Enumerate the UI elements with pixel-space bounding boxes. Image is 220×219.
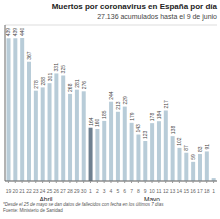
svg-text:17: 17 bbox=[197, 188, 203, 194]
svg-text:439: 439 bbox=[12, 28, 18, 37]
svg-text:29: 29 bbox=[74, 188, 80, 194]
svg-text:59: 59 bbox=[190, 154, 196, 160]
svg-text:83: 83 bbox=[197, 146, 203, 152]
svg-text:301: 301 bbox=[47, 73, 53, 82]
svg-text:281: 281 bbox=[74, 79, 80, 88]
svg-text:184: 184 bbox=[156, 111, 162, 120]
html-text:*Desde el 25 de mayo se dan da: *Desde el 25 de mayo se dan datos de fal… bbox=[3, 202, 164, 207]
svg-text:331: 331 bbox=[53, 63, 59, 72]
svg-text:11: 11 bbox=[156, 188, 161, 194]
svg-text:179: 179 bbox=[129, 112, 135, 121]
svg-text:18: 18 bbox=[204, 188, 210, 194]
svg-text:138: 138 bbox=[170, 126, 176, 135]
svg-text:Abril: Abril bbox=[40, 196, 54, 201]
html-text:Fuente: Ministerio de Sanidad: Fuente: Ministerio de Sanidad bbox=[3, 208, 63, 213]
svg-text:5: 5 bbox=[116, 188, 119, 194]
svg-text:185: 185 bbox=[101, 110, 107, 119]
svg-text:87: 87 bbox=[183, 145, 189, 151]
svg-text:178: 178 bbox=[149, 113, 155, 122]
svg-text:244: 244 bbox=[108, 91, 114, 100]
svg-text:288: 288 bbox=[40, 77, 46, 86]
svg-text:217: 217 bbox=[163, 100, 169, 109]
svg-text:12: 12 bbox=[163, 188, 169, 194]
svg-text:440: 440 bbox=[19, 27, 25, 36]
svg-text:3: 3 bbox=[103, 188, 106, 194]
svg-text:19: 19 bbox=[6, 188, 12, 194]
svg-text:213: 213 bbox=[115, 101, 121, 110]
svg-text:23: 23 bbox=[33, 188, 39, 194]
svg-text:20: 20 bbox=[12, 188, 18, 194]
svg-text:8: 8 bbox=[137, 188, 140, 194]
svg-text:229: 229 bbox=[122, 96, 128, 105]
svg-text:1: 1 bbox=[212, 188, 215, 194]
svg-text:25: 25 bbox=[47, 188, 53, 194]
svg-text:27: 27 bbox=[60, 188, 66, 194]
svg-text:4: 4 bbox=[110, 188, 113, 194]
svg-text:22: 22 bbox=[26, 188, 32, 194]
svg-text:1: 1 bbox=[89, 188, 92, 194]
svg-text:16: 16 bbox=[190, 188, 196, 194]
svg-text:24: 24 bbox=[40, 188, 46, 194]
html-text:27.136 acumulados hasta el 9 d: 27.136 acumulados hasta el 9 de junio bbox=[97, 13, 217, 20]
svg-text:278: 278 bbox=[33, 80, 39, 89]
svg-text:26: 26 bbox=[54, 188, 60, 194]
html-text:Muertos por coronavirus en Esp: Muertos por coronavirus en España por dí… bbox=[51, 2, 217, 11]
svg-text:14: 14 bbox=[177, 188, 183, 194]
svg-text:143: 143 bbox=[135, 124, 141, 133]
svg-text:123: 123 bbox=[142, 130, 148, 139]
svg-text:276: 276 bbox=[81, 81, 87, 90]
svg-text:Mayo: Mayo bbox=[144, 196, 160, 201]
svg-text:30: 30 bbox=[81, 188, 87, 194]
svg-text:7: 7 bbox=[130, 188, 133, 194]
svg-text:10: 10 bbox=[149, 188, 155, 194]
svg-text:9: 9 bbox=[144, 188, 147, 194]
svg-text:91: 91 bbox=[204, 144, 210, 150]
svg-text:15: 15 bbox=[183, 188, 189, 194]
svg-text:160: 160 bbox=[94, 118, 100, 127]
svg-text:367: 367 bbox=[26, 51, 32, 60]
svg-text:28: 28 bbox=[67, 188, 73, 194]
svg-text:268: 268 bbox=[67, 83, 73, 92]
svg-text:439: 439 bbox=[6, 28, 12, 37]
svg-text:325: 325 bbox=[60, 65, 66, 74]
svg-text:164: 164 bbox=[88, 117, 94, 126]
svg-text:2: 2 bbox=[96, 188, 99, 194]
svg-text:102: 102 bbox=[176, 137, 182, 146]
svg-text:6: 6 bbox=[123, 188, 126, 194]
svg-text:21: 21 bbox=[19, 188, 25, 194]
svg-text:13: 13 bbox=[170, 188, 176, 194]
